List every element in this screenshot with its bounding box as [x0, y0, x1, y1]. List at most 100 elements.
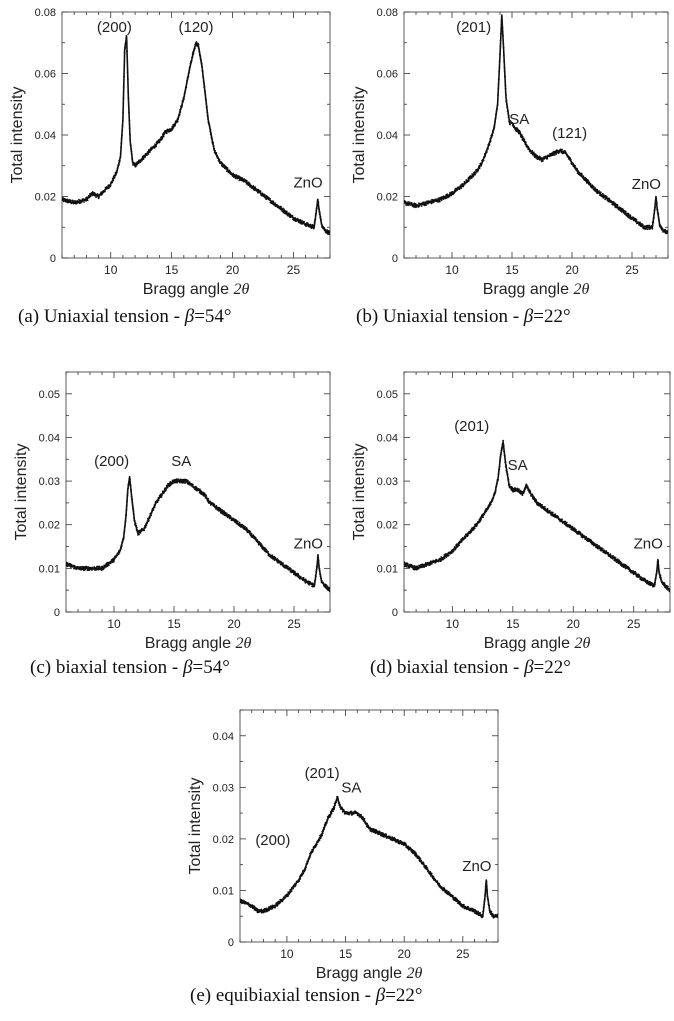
x-tick-label: 15 — [167, 617, 181, 631]
y-tick-label: 0.08 — [35, 8, 56, 19]
data-point — [502, 439, 505, 442]
y-tick-label: 0.01 — [39, 563, 60, 575]
data-point — [138, 533, 141, 536]
y-axis-label: Total intensity — [187, 778, 204, 875]
data-points — [66, 475, 330, 593]
peak-annotation: ZnO — [462, 858, 491, 875]
x-tick-label: 20 — [226, 263, 240, 277]
data-point — [440, 556, 443, 558]
data-point — [274, 906, 276, 909]
data-point — [635, 218, 638, 221]
plot-frame — [403, 371, 671, 613]
y-tick-label: 0.01 — [213, 885, 234, 897]
y-tick-label: 0.02 — [377, 192, 398, 204]
data-point — [646, 228, 649, 231]
x-tick-label: 20 — [565, 263, 579, 277]
data-point — [308, 583, 311, 586]
x-tick-label: 15 — [506, 617, 520, 631]
data-point — [245, 179, 248, 182]
plot-frame — [61, 11, 331, 259]
series-line — [404, 14, 668, 235]
y-tick-label: 0.08 — [377, 8, 398, 19]
data-point — [328, 590, 330, 593]
data-point — [471, 907, 474, 910]
x-tick-label: 20 — [227, 617, 241, 631]
y-axis-label: Total intensity — [351, 87, 368, 184]
x-tick-label: 10 — [280, 947, 294, 961]
data-point — [78, 198, 80, 201]
peak-annotation: ZnO — [634, 536, 663, 553]
data-point — [561, 148, 563, 151]
data-point — [260, 908, 263, 911]
data-point — [303, 220, 305, 223]
data-point — [425, 204, 428, 206]
y-tick-label: 0.01 — [377, 563, 398, 575]
plot-frame — [403, 11, 669, 259]
y-tick-label: 0.05 — [377, 389, 398, 401]
x-tick-label: 25 — [456, 947, 470, 961]
data-point — [405, 565, 408, 568]
peak-annotation: ZnO — [293, 174, 322, 191]
data-point — [462, 903, 465, 906]
data-point — [542, 160, 544, 162]
data-points — [240, 795, 498, 919]
series-line — [404, 441, 670, 591]
data-point — [551, 511, 554, 514]
data-point — [287, 565, 289, 568]
y-tick-label: 0.04 — [39, 432, 60, 444]
data-point — [543, 505, 546, 508]
data-point — [91, 190, 94, 193]
y-axis-label: Total intensity — [13, 444, 30, 541]
data-point — [423, 566, 426, 568]
y-tick-label: 0.03 — [39, 476, 60, 488]
x-tick-label: 25 — [287, 263, 301, 277]
x-tick-label: 15 — [339, 947, 353, 961]
peak-annotation: (120) — [178, 19, 213, 36]
peak-annotation: ZnO — [632, 176, 661, 193]
y-tick-label: 0.04 — [377, 432, 398, 444]
data-point — [407, 201, 410, 203]
data-point — [438, 200, 441, 203]
peak-annotation: (200) — [94, 453, 129, 470]
peak-annotation: ZnO — [294, 536, 323, 553]
x-tick-label: 20 — [567, 617, 581, 631]
data-point — [243, 178, 246, 180]
data-point — [429, 563, 432, 566]
y-tick-label: 0.04 — [377, 130, 398, 142]
y-tick-label: 0 — [50, 253, 56, 265]
data-point — [664, 228, 666, 231]
y-tick-label: 0 — [392, 253, 398, 265]
data-point — [236, 520, 239, 523]
y-tick-label: 0.06 — [35, 69, 56, 81]
data-point — [370, 830, 373, 833]
peak-annotation: (201) — [454, 418, 489, 435]
peak-annotation: SA — [509, 111, 529, 128]
data-point — [445, 556, 448, 559]
caption-d: (d) biaxial tension - β=22° — [370, 657, 571, 678]
data-point — [287, 214, 289, 217]
data-point — [299, 219, 302, 221]
y-tick-label: 0.02 — [213, 834, 234, 846]
data-points — [62, 34, 330, 235]
y-tick-label: 0 — [54, 607, 60, 619]
x-tick-label: 10 — [446, 617, 460, 631]
y-tick-label: 0.04 — [213, 731, 234, 743]
x-axis-label: Bragg angle 2θ — [483, 281, 590, 298]
x-axis-label: Bragg angle 2θ — [484, 635, 591, 652]
data-point — [383, 836, 385, 838]
peak-annotation: (200) — [97, 19, 132, 36]
x-tick-label: 20 — [398, 947, 412, 961]
data-point — [565, 521, 568, 524]
y-tick-label: 0.02 — [35, 192, 56, 204]
data-point — [618, 559, 621, 562]
data-point — [408, 201, 411, 204]
y-tick-label: 0.02 — [377, 520, 398, 532]
data-point — [186, 479, 189, 482]
data-point — [166, 132, 168, 134]
data-point — [648, 224, 651, 227]
y-tick-label: 0 — [392, 607, 398, 619]
